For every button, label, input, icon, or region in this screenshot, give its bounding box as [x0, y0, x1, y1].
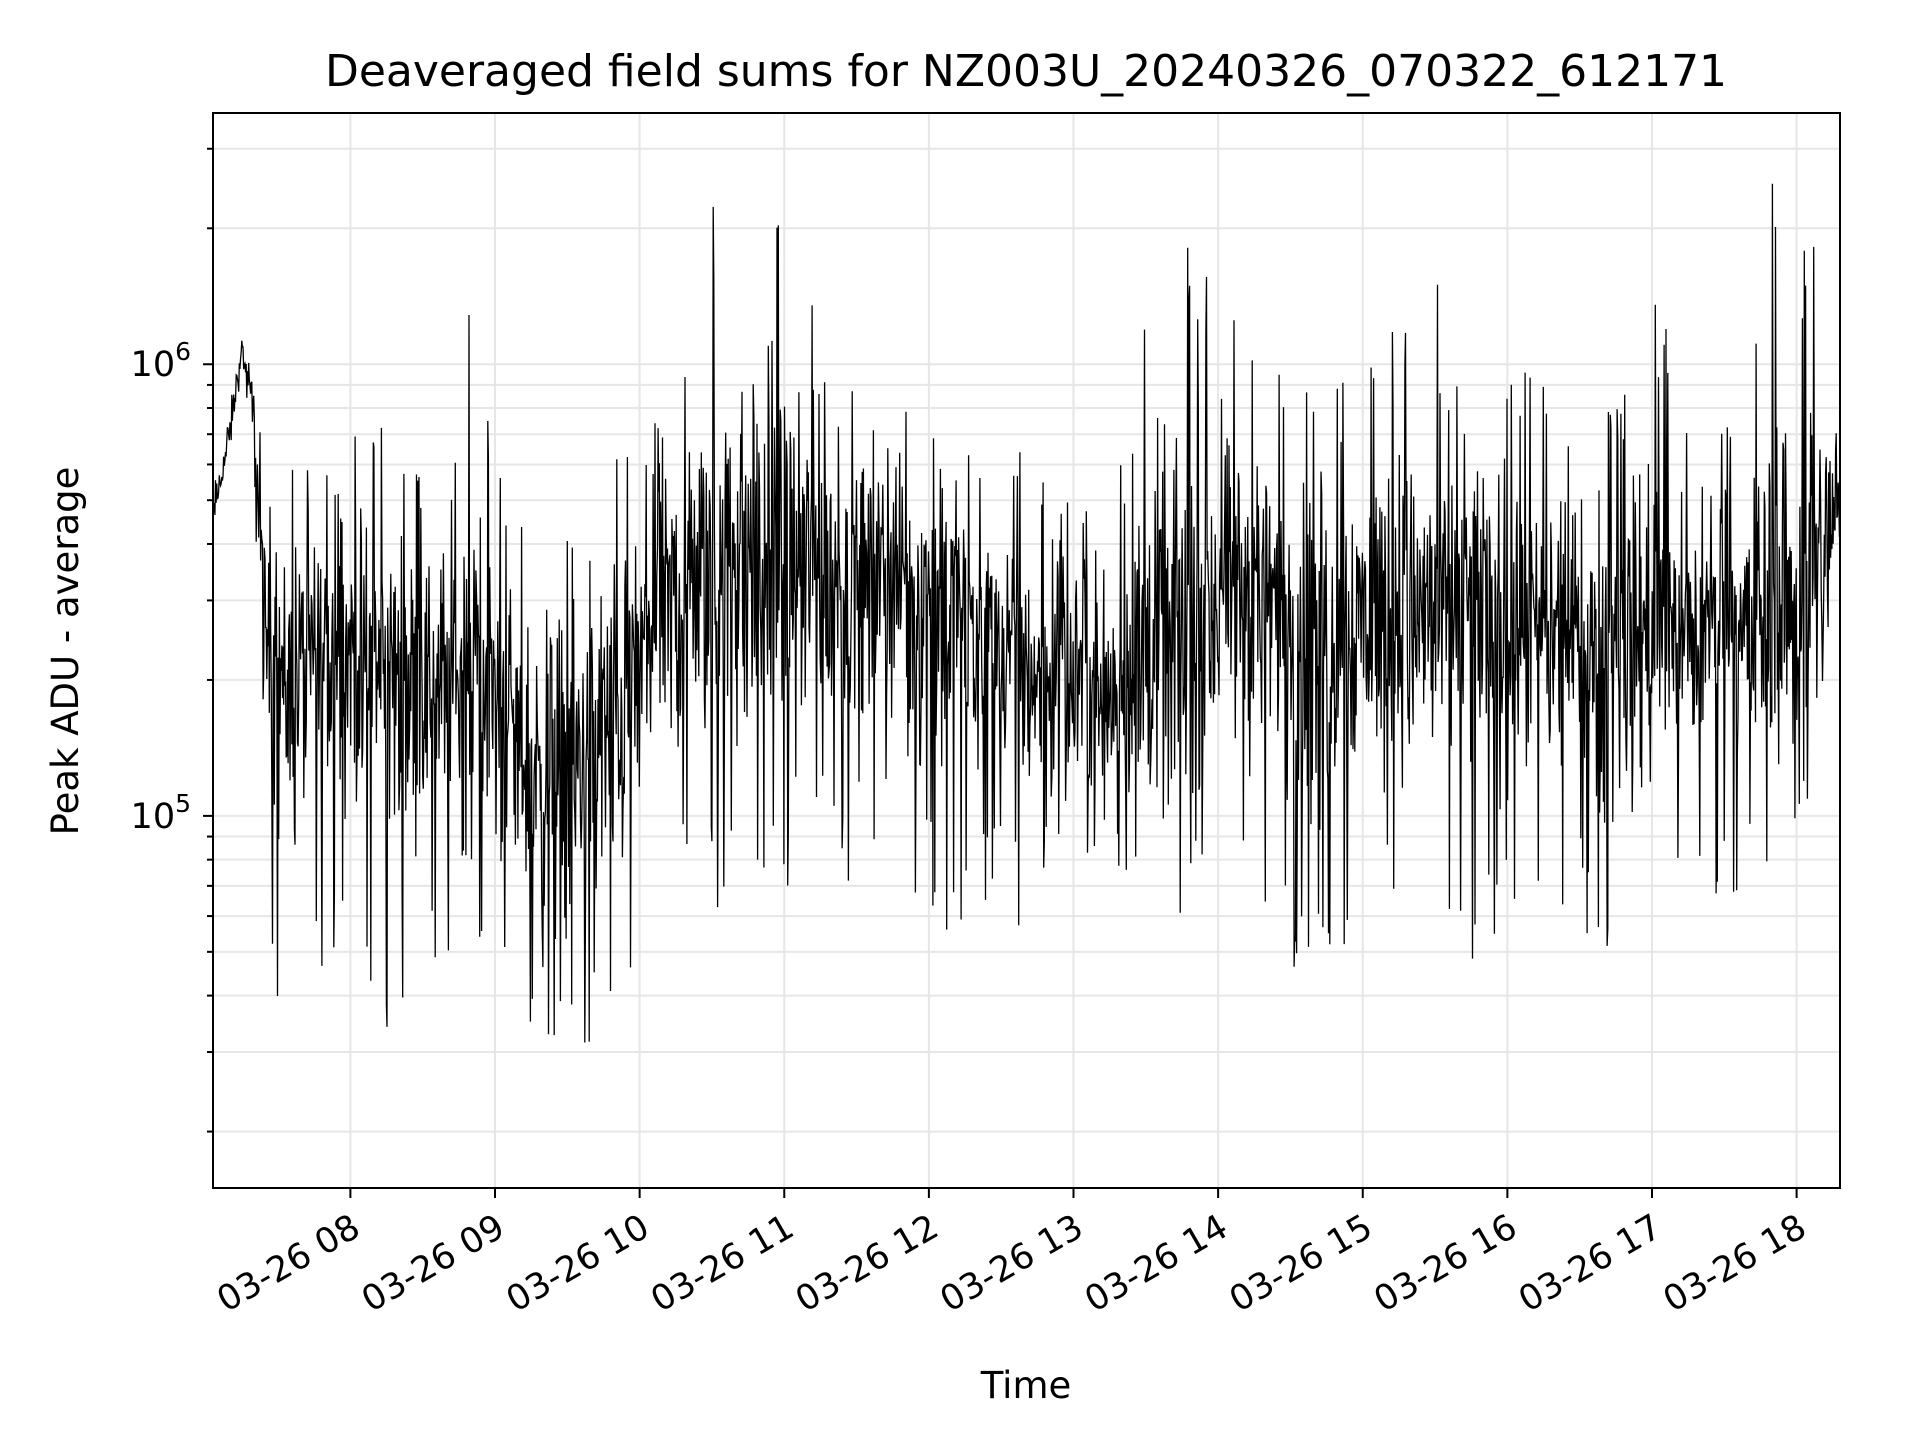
- series-layer: [212, 183, 1841, 1043]
- chart-title: Deaveraged field sums for NZ003U_2024032…: [325, 46, 1727, 97]
- y-tick-label-base: 10: [131, 345, 176, 385]
- y-tick-label-exponent: 5: [175, 789, 191, 818]
- y-axis-label: Peak ADU - average: [44, 467, 87, 836]
- plot-area-frame: [212, 112, 1841, 1189]
- y-tick-label: 106: [131, 337, 191, 385]
- y-tick-label-base: 10: [131, 797, 176, 837]
- series-line: [212, 183, 1841, 1043]
- x-axis-label: Time: [980, 1364, 1072, 1407]
- y-tick-label: 105: [131, 789, 191, 837]
- y-tick-label-exponent: 6: [175, 337, 191, 366]
